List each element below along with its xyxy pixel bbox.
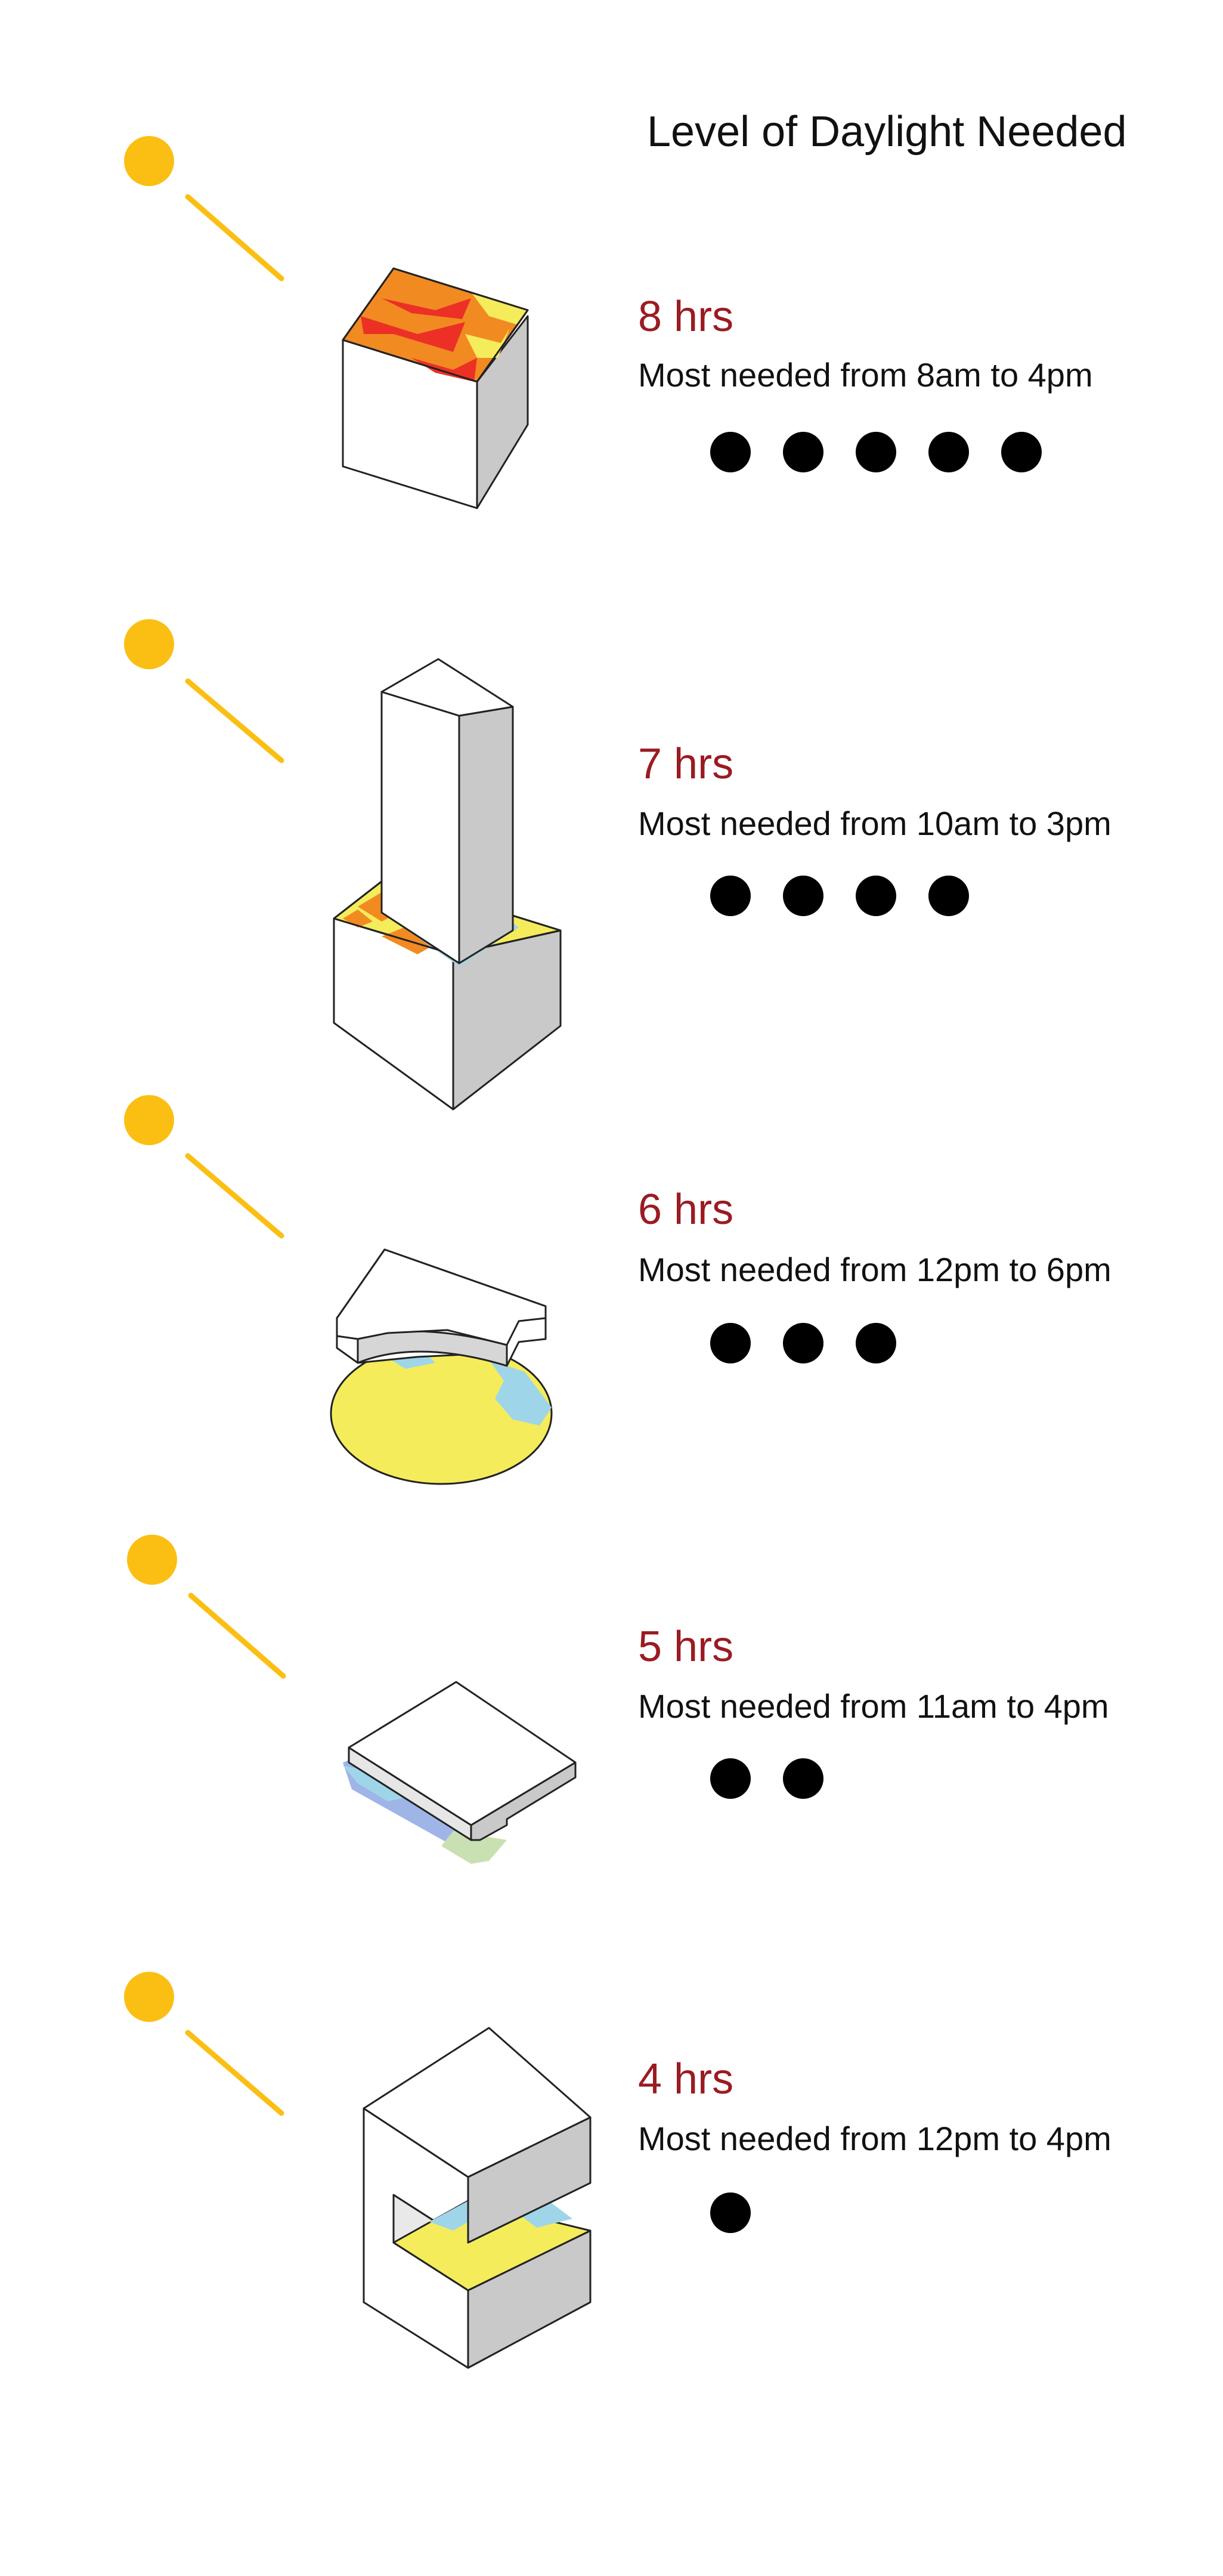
c-shaped-building-icon (363, 2027, 592, 2369)
rating-dot (856, 876, 896, 916)
sun-icon (127, 1535, 286, 1679)
hours-description: Most needed from 12pm to 4pm (638, 2120, 1111, 2157)
rating-dot (1001, 432, 1042, 472)
rating-dot (710, 1758, 751, 1799)
rating-dot (928, 432, 969, 472)
level-row-2: 7 hrs Most needed from 10am to 3pm (124, 619, 1111, 1111)
hours-label: 6 hrs (638, 1186, 733, 1233)
rating-dot (710, 432, 751, 472)
level-row-1: 8 hrs Most needed from 8am to 4pm (124, 136, 1093, 509)
level-row-4: 5 hrs Most needed from 11am to 4pm (127, 1535, 1109, 1864)
hours-description: Most needed from 10am to 3pm (638, 805, 1111, 842)
hours-label: 4 hrs (638, 2055, 733, 2103)
rating-dot (783, 876, 823, 916)
rating-dot (710, 2192, 751, 2233)
hours-label: 8 hrs (638, 293, 733, 341)
rating-dot (856, 432, 896, 472)
sun-icon (124, 1972, 284, 2116)
level-row-3: 6 hrs Most needed from 12pm to 6pm (124, 1095, 1111, 1485)
sun-icon (124, 1095, 284, 1239)
cube-building-icon (342, 267, 529, 509)
rating-dots (710, 876, 969, 916)
rating-dot (783, 1758, 823, 1799)
slab-building-icon (343, 1681, 577, 1864)
hours-description: Most needed from 12pm to 6pm (638, 1251, 1111, 1288)
rating-dot (783, 1323, 823, 1363)
canopy-plaza-icon (330, 1248, 553, 1485)
hours-description: Most needed from 11am to 4pm (638, 1687, 1109, 1725)
sun-icon (124, 619, 284, 763)
rating-dot (783, 432, 823, 472)
sun-icon (124, 136, 284, 282)
rating-dot (928, 876, 969, 916)
diagram-title: Level of Daylight Needed (647, 108, 1127, 156)
rating-dot (856, 1323, 896, 1363)
hours-description: Most needed from 8am to 4pm (638, 356, 1093, 394)
rating-dot (710, 876, 751, 916)
rating-dot (710, 1323, 751, 1363)
rating-dots (710, 1758, 823, 1799)
level-row-5: 4 hrs Most needed from 12pm to 4pm (124, 1972, 1111, 2369)
tower-podium-icon (333, 658, 562, 1111)
rating-dots (710, 432, 1042, 472)
rating-dots (710, 1323, 896, 1363)
hours-label: 7 hrs (638, 740, 733, 788)
hours-label: 5 hrs (638, 1623, 733, 1671)
rating-dots (710, 2192, 751, 2233)
